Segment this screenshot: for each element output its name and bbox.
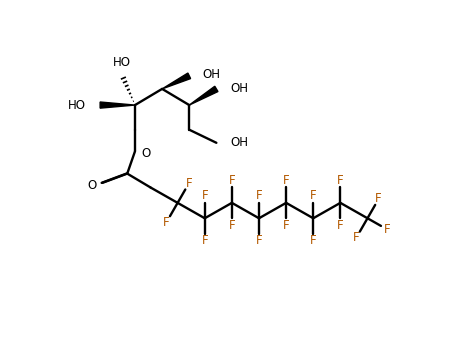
Text: F: F	[352, 231, 359, 244]
Text: F: F	[201, 189, 207, 202]
Text: F: F	[185, 177, 192, 190]
Text: O: O	[141, 147, 150, 160]
Text: F: F	[336, 219, 343, 232]
Text: F: F	[228, 174, 235, 187]
Text: F: F	[228, 219, 235, 232]
Text: F: F	[309, 189, 316, 202]
Text: F: F	[336, 174, 343, 187]
Text: O: O	[87, 179, 96, 192]
Text: F: F	[375, 192, 381, 205]
Text: HO: HO	[68, 98, 86, 111]
Text: F: F	[255, 189, 262, 202]
Text: F: F	[309, 234, 316, 247]
Text: HO: HO	[112, 56, 130, 69]
Polygon shape	[189, 86, 218, 105]
Text: F: F	[201, 234, 207, 247]
Text: F: F	[255, 234, 262, 247]
Text: OH: OH	[202, 68, 220, 81]
Text: OH: OH	[230, 136, 248, 149]
Text: F: F	[282, 174, 289, 187]
Polygon shape	[162, 73, 190, 89]
Text: F: F	[383, 223, 390, 236]
Text: OH: OH	[230, 82, 248, 95]
Polygon shape	[100, 102, 134, 108]
Text: F: F	[282, 219, 289, 232]
Text: F: F	[163, 216, 169, 229]
